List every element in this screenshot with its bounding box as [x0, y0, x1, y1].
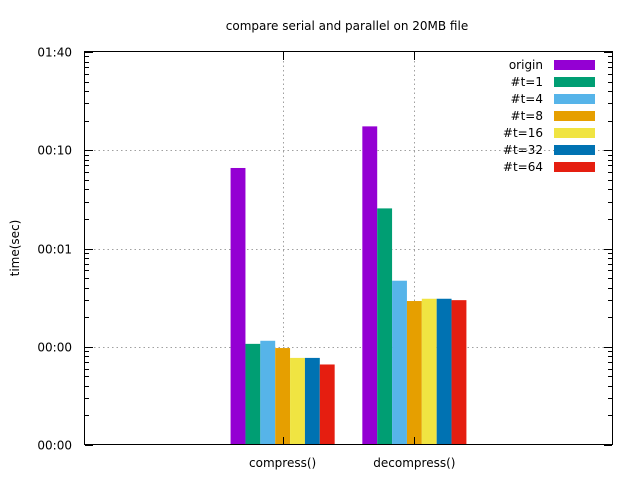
bar-t4-1	[392, 280, 407, 445]
legend-swatch	[554, 128, 595, 138]
x-tick-label: decompress()	[373, 456, 455, 470]
legend-label: #t=1	[511, 75, 543, 89]
legend-swatch	[554, 60, 595, 70]
bar-t64-1	[451, 300, 467, 445]
legend-label: #t=64	[503, 160, 543, 174]
y-tick-label: 00:10	[37, 144, 72, 158]
legend-label: #t=32	[503, 143, 543, 157]
bar-origin-1	[362, 126, 378, 445]
legend-swatch	[554, 77, 595, 87]
bar-t8-0	[275, 348, 291, 445]
bar-t32-1	[436, 298, 452, 445]
legend-label: #t=4	[511, 92, 543, 106]
legend-label: origin	[509, 58, 543, 72]
bar-origin-0	[230, 167, 246, 446]
legend-swatch	[554, 111, 595, 121]
y-axis-label: time(sec)	[8, 220, 22, 277]
bar-t64-0	[319, 364, 335, 445]
plot-frame	[84, 51, 613, 445]
x-axis-tick-labels: compress() decompress()	[249, 456, 455, 470]
legend-label: #t=16	[503, 126, 543, 140]
chart-title: compare serial and parallel on 20MB file	[226, 19, 468, 33]
legend: origin #t=1 #t=4 #t=8 #t=16 #t=32 #t=64	[503, 58, 595, 174]
x-tick-label: compress()	[249, 456, 316, 470]
legend-swatch	[554, 94, 595, 104]
y-tick-label: 00:01	[37, 243, 72, 257]
bar-t16-0	[290, 357, 305, 445]
legend-swatch	[554, 162, 595, 172]
legend-swatch	[554, 145, 595, 155]
y-tick-label: 00:00	[37, 341, 72, 355]
y-tick-label: 01:40	[37, 46, 72, 60]
legend-label: #t=8	[511, 109, 543, 123]
bar-t1-0	[245, 343, 261, 445]
bar-t32-0	[304, 357, 320, 445]
y-axis-ticks: 01:40 00:10 00:01 00:00 00:00	[37, 46, 612, 453]
bar-t8-1	[406, 301, 422, 445]
bar-t16-1	[421, 298, 437, 445]
bar-t4-0	[260, 340, 276, 445]
bars	[230, 126, 467, 446]
y-tick-label: 00:00	[37, 439, 72, 453]
bar-t1-1	[377, 208, 393, 445]
